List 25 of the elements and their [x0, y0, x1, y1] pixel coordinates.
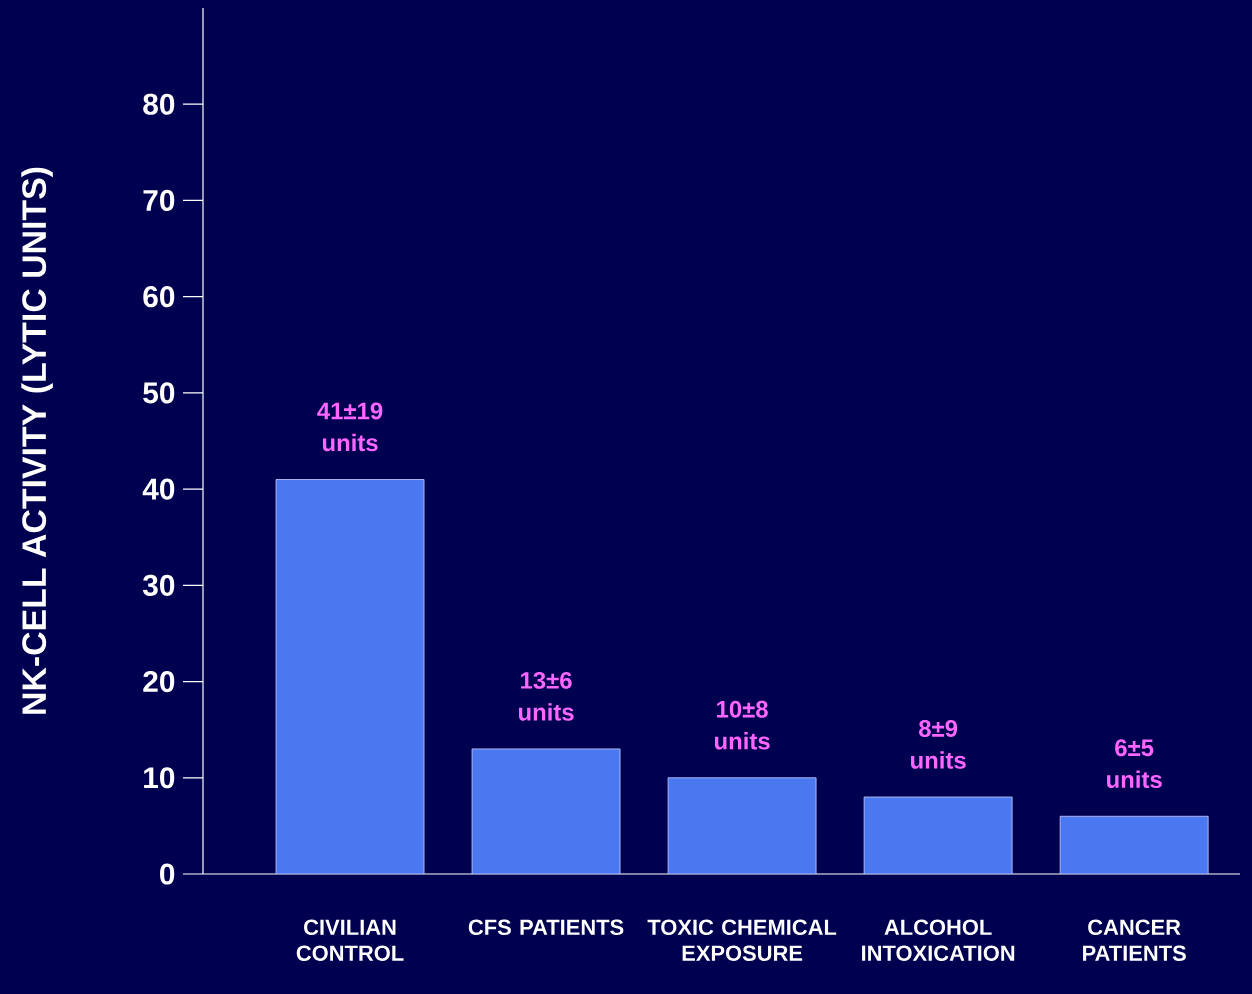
bar — [275, 479, 425, 874]
y-tick-label: 0 — [160, 863, 175, 885]
y-tick-label: 50 — [143, 382, 175, 404]
bar — [471, 748, 621, 874]
data-label: 10±8 units — [715, 700, 770, 750]
data-label: 6±5 units — [1107, 739, 1162, 789]
y-tick-label: 20 — [143, 670, 175, 693]
y-tick-label: 10 — [144, 767, 175, 789]
x-tick-label: CANCER PATIENTS — [1083, 919, 1186, 961]
y-tick-label: 70 — [143, 189, 175, 212]
y-tick-label: 80 — [143, 93, 175, 115]
x-tick-label: ALCOHOL INTOXICATION — [862, 919, 1015, 961]
x-tick-label: CFS PATIENTS — [468, 919, 624, 936]
x-tick-label: TOXIC CHEMICAL EXPOSURE — [647, 919, 837, 961]
y-tick-label: 40 — [142, 478, 175, 500]
data-label: 8±9 units — [911, 720, 966, 769]
y-tick-label: 60 — [143, 286, 175, 308]
y-axis-title: NK-CELL ACTIVITY (LYTIC UNITS) — [21, 167, 53, 714]
bar — [667, 777, 817, 874]
bar — [863, 796, 1013, 874]
bar — [1059, 815, 1209, 874]
y-tick-label: 30 — [142, 574, 175, 596]
x-tick-label: CIVILIAN CONTROL — [296, 919, 404, 961]
data-label: 41±19 units — [317, 402, 383, 452]
data-label: 13±6 units — [518, 671, 574, 721]
